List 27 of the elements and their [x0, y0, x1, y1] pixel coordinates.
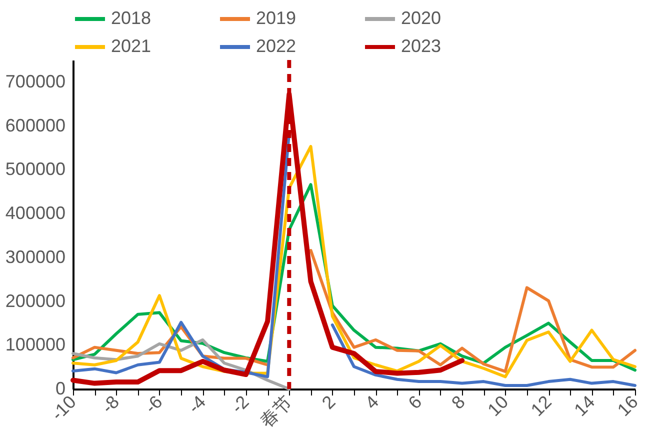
y-tick-label: 100000 [5, 334, 66, 355]
y-tick-label: 0 [55, 378, 66, 398]
x-tick-label: -8 [98, 392, 124, 418]
x-tick-label: 16 [614, 392, 642, 420]
y-tick-label: 200000 [5, 290, 66, 311]
x-tick-label: 2 [318, 392, 340, 413]
x-tick-label: 春节 [256, 392, 296, 432]
x-tick-label: 14 [570, 392, 599, 420]
x-tick-label: 8 [448, 392, 469, 413]
x-tick-label: -2 [227, 392, 253, 418]
x-tick-label: 4 [361, 392, 382, 413]
x-tick-label: -6 [140, 392, 166, 418]
x-tick-label: 10 [484, 392, 512, 420]
y-tick-label: 300000 [5, 246, 66, 267]
x-tick-label: 6 [404, 392, 426, 413]
x-tick-label: -4 [184, 392, 210, 418]
legend-label: 2019 [256, 8, 296, 28]
y-tick-label: 700000 [5, 71, 66, 92]
legend-label: 2022 [256, 36, 296, 56]
legend-label: 2023 [401, 36, 442, 56]
legend-label: 2018 [111, 8, 152, 28]
y-tick-label: 400000 [5, 203, 66, 224]
y-tick-label: 500000 [5, 159, 66, 180]
y-tick-label: 600000 [5, 115, 66, 136]
x-tick-label: 12 [527, 392, 556, 420]
legend-label: 2020 [401, 8, 442, 28]
legend-label: 2021 [111, 36, 152, 56]
